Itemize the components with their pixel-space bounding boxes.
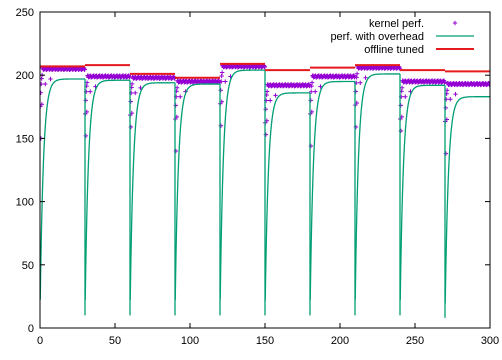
overhead-curve-9 — [444, 96, 490, 304]
kernel-perf-point — [263, 106, 268, 112]
kernel-perf-point — [358, 80, 363, 85]
overhead-curve-2 — [129, 82, 175, 301]
series-1 — [40, 69, 490, 318]
kernel-perf-segment-4 — [218, 63, 268, 128]
kernel-perf-point — [309, 89, 314, 94]
y-tick-label: 250 — [16, 7, 34, 19]
kernel-perf-segment-3 — [173, 78, 223, 154]
y-tick-label: 0 — [28, 323, 34, 335]
kernel-perf-point — [83, 98, 88, 103]
kernel-perf-point — [268, 98, 273, 103]
kernel-perf-segment-7 — [353, 64, 403, 130]
kernel-perf-segment-9 — [443, 80, 490, 156]
kernel-perf-point — [443, 105, 448, 111]
x-tick-label: 100 — [181, 335, 199, 347]
x-tick-label: 50 — [109, 335, 121, 347]
plot-area — [40, 62, 490, 318]
axes: 0 50 100 150 200 250 300 0 50 100 150 200 250 — [16, 7, 500, 347]
kernel-perf-point — [219, 70, 225, 75]
kernel-perf-point — [313, 89, 318, 94]
series-2 — [40, 62, 490, 79]
kernel-perf-point — [262, 64, 268, 70]
kernel-perf-segment-0 — [40, 65, 88, 141]
kernel-perf-point — [173, 103, 178, 108]
kernel-perf-segment-6 — [308, 73, 358, 149]
y-tick-label: 100 — [16, 197, 34, 209]
series-0 — [40, 63, 490, 156]
kernel-perf-point — [309, 80, 315, 85]
overhead-curve-5 — [264, 92, 310, 301]
x-tick-label: 250 — [406, 335, 424, 347]
kernel-perf-point — [88, 89, 93, 94]
overhead-curve-0 — [40, 78, 85, 300]
overhead-curve-7 — [354, 73, 400, 300]
kernel-perf-point — [223, 79, 228, 84]
kernel-perf-segment-1 — [83, 73, 133, 139]
kernel-perf-point — [128, 99, 133, 104]
kernel-perf-point — [353, 89, 358, 94]
overhead-curve-3 — [174, 83, 220, 301]
x-tick-label: 0 — [37, 335, 43, 347]
y-tick-label: 50 — [22, 260, 34, 272]
kernel-perf-point — [273, 93, 278, 98]
legend-marker-kernel-perf — [452, 20, 458, 26]
legend-label-1: perf. with overhead — [330, 31, 424, 43]
kernel-perf-point — [398, 103, 403, 108]
kernel-perf-segment-2 — [128, 74, 178, 130]
kernel-perf-point — [448, 97, 453, 102]
kernel-perf-point — [354, 71, 360, 77]
kernel-perf-point — [218, 88, 223, 93]
kernel-perf-point — [397, 65, 403, 71]
kernel-perf-point — [43, 81, 48, 87]
kernel-perf-point — [453, 91, 458, 97]
overhead-curve-4 — [219, 69, 265, 300]
kernel-perf-point — [219, 79, 224, 84]
kernel-perf-point — [403, 94, 408, 99]
kernel-perf-segment-5 — [263, 82, 313, 137]
y-tick-label: 200 — [16, 70, 34, 82]
kernel-perf-point — [442, 79, 448, 85]
kernel-perf-point — [178, 94, 183, 99]
x-tick-label: 150 — [256, 335, 274, 347]
overhead-curve-1 — [84, 79, 130, 300]
kernel-perf-segment-8 — [398, 78, 448, 134]
y-tick-label: 150 — [16, 133, 34, 145]
x-tick-label: 200 — [331, 335, 349, 347]
legend-label-2: offline tuned — [364, 44, 424, 56]
kernel-perf-point — [133, 90, 138, 96]
kernel-perf-point — [48, 76, 53, 82]
overhead-curve-6 — [309, 80, 355, 300]
x-tick-label: 300 — [481, 335, 499, 347]
kernel-perf-point — [82, 67, 88, 72]
legend-label-0: kernel perf. — [369, 18, 424, 30]
kernel-perf-point — [40, 81, 44, 87]
overhead-curve-8 — [399, 84, 445, 301]
kernel-perf-point — [40, 90, 43, 95]
kernel-perf-point — [363, 75, 368, 80]
kernel-perf-point — [308, 98, 313, 103]
